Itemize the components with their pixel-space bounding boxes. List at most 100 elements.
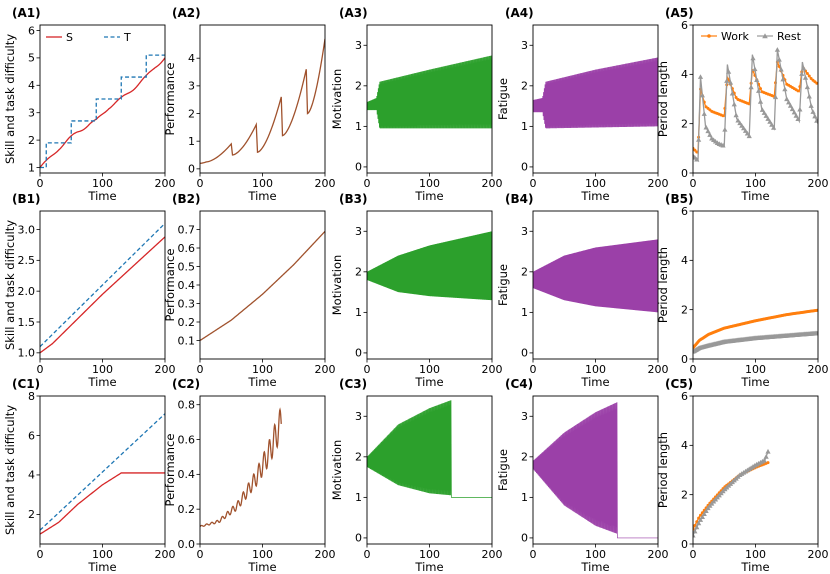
axes-frame [692,24,819,174]
x-tick-label: 100 [92,548,113,561]
series-line-t [40,222,165,348]
series-marker-rest [722,126,728,132]
panel-a1: 0 100 200 1 2 3 4 5 6 Time Skill and task difficul… [3,6,176,203]
x-tick-label: 0 [690,177,697,190]
series-marker-rest [784,96,790,102]
x-axis-label: Time [580,375,609,389]
y-tick-label: 6 [28,429,35,442]
x-tick-label: 0 [37,363,44,376]
x-tick-label: 0 [197,548,204,561]
y-tick-label: 6 [681,19,688,32]
plot-area [533,57,658,129]
panel-label: (B4) [505,192,533,206]
series-marker-rest [703,508,709,514]
y-tick-label: 0 [681,538,688,551]
panel-c1: 0 100 200 2 4 6 8 Time Skill and task difficulty… [3,377,176,574]
series-marker-work [699,513,702,517]
panel-label: (C3) [339,377,367,391]
series-marker-rest [814,118,818,123]
series-marker-rest [693,528,698,534]
x-tick-label: 100 [585,548,606,561]
x-tick-label: 200 [648,548,669,561]
axes-frame [199,210,326,360]
y-tick-label: 0 [521,161,528,174]
y-axis-label: Performance [163,434,177,507]
x-tick-label: 100 [419,363,440,376]
y-tick-label: 2 [28,134,35,147]
y-tick-label: 1 [355,491,362,504]
y-tick-label: 1.5 [18,316,36,329]
x-tick-label: 200 [155,177,176,190]
series-line-fatigue [533,402,658,539]
x-axis-label: Time [87,189,116,203]
series-marker-rest [746,133,752,139]
x-tick-label: 200 [482,177,503,190]
legend-label-rest: Rest [777,30,802,43]
series-line-performance [200,407,282,528]
y-tick-label: 0.8 [178,399,196,412]
x-axis-label: Time [740,189,769,203]
axes-frame [199,24,326,174]
panel-b4: 0 100 200 0 1 2 3 Time Fatigue (B4) [496,192,669,389]
y-tick-label: 3 [188,80,195,93]
y-tick-label: 0.4 [178,468,196,481]
x-tick-label: 0 [197,177,204,190]
series-marker-rest [774,47,780,52]
series-marker-rest [756,88,762,93]
series-marker-rest [761,110,767,115]
series-marker-work [693,524,697,527]
x-tick-label: 0 [364,363,371,376]
panel-label: (B5) [665,192,693,206]
series-marker-rest [739,123,745,128]
series-marker-rest [726,69,732,74]
series-line-s [40,236,165,354]
x-tick-label: 100 [252,363,273,376]
panel-c4: 0 100 200 0 1 2 3 Time Fatigue (C4) [496,377,669,574]
series-marker-rest [748,84,754,90]
series-marker-rest [699,514,705,519]
x-axis-label: Time [247,375,276,389]
panel-label: (B3) [339,192,367,206]
y-tick-label: 2 [355,266,362,279]
plot-area [533,402,658,539]
y-tick-label: 2.0 [18,285,36,298]
series-line-s [40,57,165,168]
series-marker-rest [705,505,711,511]
plot-area [200,38,325,164]
x-axis-label: Time [740,375,769,389]
series-marker-rest [693,153,696,158]
y-tick-label: 2 [28,508,35,521]
panel-label: (B1) [12,192,40,206]
y-tick-label: 0.2 [178,503,196,516]
series-marker-rest [701,511,707,516]
x-tick-label: 0 [37,548,44,561]
series-marker-rest [804,84,810,90]
y-tick-label: 4 [28,79,35,92]
series-marker-rest [789,106,795,112]
axes-frame [692,395,819,545]
y-tick-label: 0.7 [178,223,196,236]
series-marker-rest [727,79,734,85]
y-tick-label: 0.6 [178,242,196,255]
y-tick-label: 6 [681,390,688,403]
x-axis-label: Time [580,189,609,203]
y-axis-label: Period length [656,61,670,137]
series-marker-rest [786,99,792,105]
x-tick-label: 0 [197,363,204,376]
plot-area [693,308,818,354]
y-tick-label: 0 [521,347,528,360]
plot-area [200,407,282,528]
y-axis-label: Fatigue [496,78,510,120]
series-marker-rest [737,120,743,126]
series-marker-rest [799,71,805,76]
series-marker-rest [750,55,756,61]
x-tick-label: 100 [419,548,440,561]
series-line-performance [200,230,325,342]
x-axis-label: Time [87,560,116,574]
y-tick-label: 8 [28,390,35,403]
legend-label-t: T [123,31,131,44]
series-line-fatigue [533,239,658,313]
series-marker-rest [696,137,702,142]
